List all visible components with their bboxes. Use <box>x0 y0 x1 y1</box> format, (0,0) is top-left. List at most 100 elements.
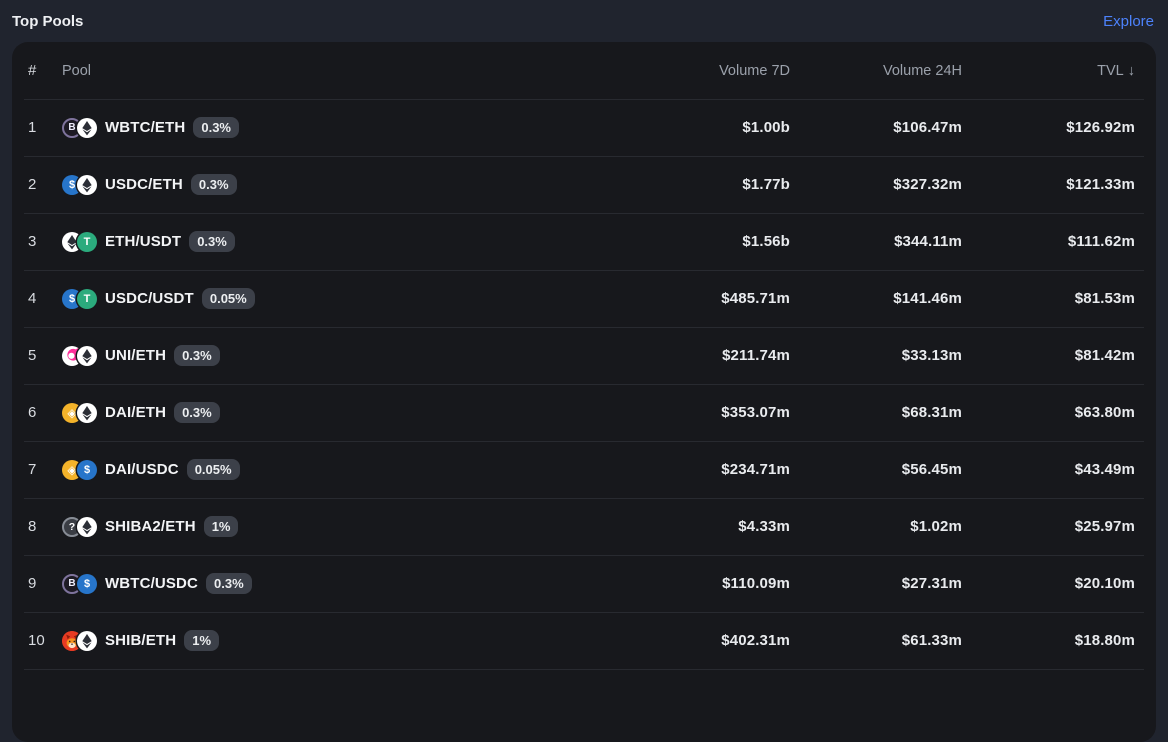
pool-pair-label: ETH/USDT <box>105 233 182 250</box>
pool-row[interactable]: 6 ◈ DAI/ETH 0.3% $353.07m $68.31m $63.80… <box>12 384 1156 441</box>
volume-7d-value: $234.71m <box>721 461 790 478</box>
pool-row[interactable]: 10 SHIB/ETH 1% $402.31m $61.33m $18.80m <box>12 612 1156 669</box>
tvl-value: $63.80m <box>1074 404 1135 421</box>
pool-row[interactable]: 7 ◈ $ DAI/USDC 0.05% $234.71m $56.45m $43… <box>12 441 1156 498</box>
column-header-pool[interactable]: Pool <box>62 62 92 79</box>
token-icon-eth <box>77 117 97 138</box>
token-pair-icons <box>62 630 97 651</box>
tvl-value: $20.10m <box>1074 575 1135 592</box>
token-icon-eth <box>77 345 97 366</box>
column-header-volume-24h[interactable]: Volume 24H <box>883 62 962 79</box>
token-icon-eth <box>77 630 97 651</box>
token-icon-usdc: $ <box>77 459 97 480</box>
page-title: Top Pools <box>12 12 84 30</box>
pool-row[interactable]: 1 B WBTC/ETH 0.3% $1.00b $106.47m $126.9… <box>12 99 1156 156</box>
token-pair-icons: B <box>62 117 97 138</box>
pool-cell: $ T USDC/USDT 0.05% <box>62 288 618 309</box>
pool-cell: UNI/ETH 0.3% <box>62 345 618 366</box>
pool-pair-label: USDC/ETH <box>105 176 183 193</box>
token-pair-icons: ? <box>62 516 97 537</box>
token-icon-usdc: $ <box>62 174 82 195</box>
token-icon-eth <box>77 516 97 537</box>
token-icon-dai: ◈ <box>62 459 82 480</box>
token-icon-usdt: T <box>77 288 97 309</box>
volume-24h-value: $61.33m <box>901 632 962 649</box>
pool-row[interactable]: 5 UNI/ETH 0.3% $211.74m $33.13m $81.42m <box>12 327 1156 384</box>
volume-7d-value: $110.09m <box>722 575 790 592</box>
token-icon-usdt: T <box>77 231 97 252</box>
tvl-value: $111.62m <box>1067 233 1135 250</box>
pool-pair-label: SHIBA2/ETH <box>105 518 196 535</box>
pool-cell: B WBTC/ETH 0.3% <box>62 117 618 138</box>
column-header-tvl[interactable]: TVL ↓ <box>962 63 1135 79</box>
token-icon-shiba2: ? <box>62 516 82 537</box>
volume-7d-value: $1.77b <box>742 176 790 193</box>
top-pools-header-bar: Top Pools Explore <box>0 0 1168 42</box>
pool-pair-label: UNI/ETH <box>105 347 167 364</box>
fee-tier-badge: 0.3% <box>189 231 235 252</box>
token-icon-usdc: $ <box>62 288 82 309</box>
fee-tier-badge: 0.05% <box>186 459 240 480</box>
pool-cell: B $ WBTC/USDC 0.3% <box>62 573 618 594</box>
pool-rank: 5 <box>28 347 37 364</box>
token-pair-icons: T <box>62 231 97 252</box>
pool-cell: $ USDC/ETH 0.3% <box>62 174 618 195</box>
token-icon-usdc: $ <box>77 573 97 594</box>
token-pair-icons: $ T <box>62 288 97 309</box>
table-bottom-edge <box>12 669 1156 719</box>
column-header-tvl-label: TVL <box>1097 62 1124 79</box>
pool-cell: ? SHIBA2/ETH 1% <box>62 516 618 537</box>
pool-row[interactable]: 3 T ETH/USDT 0.3% $1.56b $344.11m $111.6… <box>12 213 1156 270</box>
pool-rank: 8 <box>28 518 37 535</box>
volume-24h-value: $33.13m <box>901 347 962 364</box>
pool-row[interactable]: 4 $ T USDC/USDT 0.05% $485.71m $141.46m $… <box>12 270 1156 327</box>
fee-tier-badge: 1% <box>184 630 220 651</box>
token-icon-uni <box>62 345 82 366</box>
volume-24h-value: $327.32m <box>893 176 962 193</box>
tvl-value: $121.33m <box>1066 176 1135 193</box>
volume-24h-value: $68.31m <box>901 404 962 421</box>
pool-rank: 3 <box>28 233 37 250</box>
sort-descending-icon: ↓ <box>1127 62 1135 79</box>
volume-7d-value: $1.00b <box>742 119 790 136</box>
tvl-value: $43.49m <box>1074 461 1135 478</box>
token-icon-eth <box>77 402 97 423</box>
volume-24h-value: $106.47m <box>893 119 962 136</box>
table-body: 1 B WBTC/ETH 0.3% $1.00b $106.47m $126.9… <box>12 99 1156 669</box>
token-icon-shib <box>62 630 82 651</box>
pool-pair-label: WBTC/USDC <box>105 575 199 592</box>
pool-row[interactable]: 9 B $ WBTC/USDC 0.3% $110.09m $27.31m $20… <box>12 555 1156 612</box>
fee-tier-badge: 0.3% <box>174 402 220 423</box>
fee-tier-badge: 0.3% <box>193 117 239 138</box>
pool-cell: ◈ $ DAI/USDC 0.05% <box>62 459 618 480</box>
column-header-volume-7d[interactable]: Volume 7D <box>719 62 790 79</box>
pool-rank: 6 <box>28 404 37 421</box>
pools-table-card: # Pool Volume 7D Volume 24H TVL ↓ 1 B WB… <box>12 42 1156 742</box>
token-icon-eth <box>62 231 82 252</box>
pool-cell: SHIB/ETH 1% <box>62 630 618 651</box>
pool-rank: 7 <box>28 461 37 478</box>
token-icon-dai: ◈ <box>62 402 82 423</box>
volume-7d-value: $1.56b <box>742 233 790 250</box>
pool-pair-label: USDC/USDT <box>105 290 194 307</box>
token-pair-icons: B $ <box>62 573 97 594</box>
volume-7d-value: $485.71m <box>721 290 790 307</box>
volume-7d-value: $4.33m <box>738 518 790 535</box>
pool-pair-label: WBTC/ETH <box>105 119 186 136</box>
fee-tier-badge: 0.3% <box>206 573 252 594</box>
token-pair-icons <box>62 345 97 366</box>
explore-link[interactable]: Explore <box>1103 12 1154 30</box>
table-header-row: # Pool Volume 7D Volume 24H TVL ↓ <box>12 42 1156 99</box>
tvl-value: $81.42m <box>1074 347 1135 364</box>
volume-7d-value: $402.31m <box>721 632 790 649</box>
pool-row[interactable]: 2 $ USDC/ETH 0.3% $1.77b $327.32m $121.3… <box>12 156 1156 213</box>
volume-24h-value: $344.11m <box>894 233 962 250</box>
pool-rank: 9 <box>28 575 37 592</box>
volume-24h-value: $141.46m <box>893 290 962 307</box>
fee-tier-badge: 1% <box>203 516 239 537</box>
token-pair-icons: ◈ <box>62 402 97 423</box>
pool-row[interactable]: 8 ? SHIBA2/ETH 1% $4.33m $1.02m $25.97m <box>12 498 1156 555</box>
fee-tier-badge: 0.3% <box>174 345 220 366</box>
fee-tier-badge: 0.3% <box>190 174 237 195</box>
volume-24h-value: $1.02m <box>910 518 962 535</box>
